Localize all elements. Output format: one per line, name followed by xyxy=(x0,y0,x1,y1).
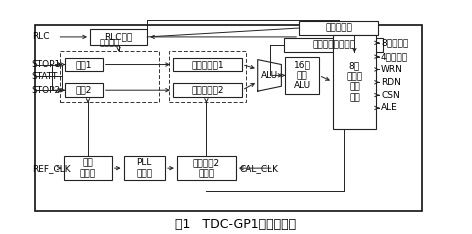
Bar xyxy=(333,35,376,129)
Bar xyxy=(90,29,147,45)
Text: 16位
顺序
ALU: 16位 顺序 ALU xyxy=(294,61,311,90)
Text: RLC单元: RLC单元 xyxy=(104,33,133,41)
Text: 图1   TDC-GP1的内部结构: 图1 TDC-GP1的内部结构 xyxy=(176,218,296,231)
Bar xyxy=(65,83,103,97)
Text: STATT: STATT xyxy=(32,72,58,81)
Bar xyxy=(284,38,383,52)
Bar xyxy=(65,58,103,71)
Text: ALU: ALU xyxy=(261,71,278,80)
Text: 测量单元: 测量单元 xyxy=(100,39,120,48)
Text: CSN: CSN xyxy=(381,91,400,100)
Text: 粗值存储器2: 粗值存储器2 xyxy=(191,86,224,95)
Text: PLL
锁相器: PLL 锁相器 xyxy=(136,158,152,178)
Text: CAL_CLK: CAL_CLK xyxy=(240,164,279,173)
Text: ALE: ALE xyxy=(381,103,398,113)
Text: 状态寄存器: 状态寄存器 xyxy=(325,24,352,33)
Text: 8位数据线: 8位数据线 xyxy=(381,38,408,47)
Text: 时钟
分频器: 时钟 分频器 xyxy=(80,158,96,178)
Text: REF_CLK: REF_CLK xyxy=(32,164,70,173)
Bar xyxy=(35,25,422,211)
Bar xyxy=(60,51,159,102)
Text: 通道2: 通道2 xyxy=(76,86,92,95)
Text: 4位地址线: 4位地址线 xyxy=(381,52,408,61)
Text: WRN: WRN xyxy=(381,65,403,74)
Bar xyxy=(299,21,378,35)
Text: STOP1: STOP1 xyxy=(32,60,61,69)
Bar xyxy=(173,58,242,71)
Bar xyxy=(177,156,236,180)
Text: 8位
处理器
接口
单元: 8位 处理器 接口 单元 xyxy=(346,62,362,102)
Bar xyxy=(124,156,165,180)
Text: RLC: RLC xyxy=(32,33,49,41)
Bar xyxy=(286,57,319,94)
Text: 测量范围2
计数器: 测量范围2 计数器 xyxy=(193,158,220,178)
Text: STOP2: STOP2 xyxy=(32,86,61,95)
Bar xyxy=(169,51,246,102)
Polygon shape xyxy=(258,60,281,91)
Text: 通道1: 通道1 xyxy=(76,60,93,69)
Bar xyxy=(64,156,112,180)
Text: RDN: RDN xyxy=(381,78,401,87)
Bar xyxy=(173,83,242,97)
Text: 结果和状态寄存器: 结果和状态寄存器 xyxy=(312,40,355,49)
Text: 粗值存储器1: 粗值存储器1 xyxy=(191,60,224,69)
